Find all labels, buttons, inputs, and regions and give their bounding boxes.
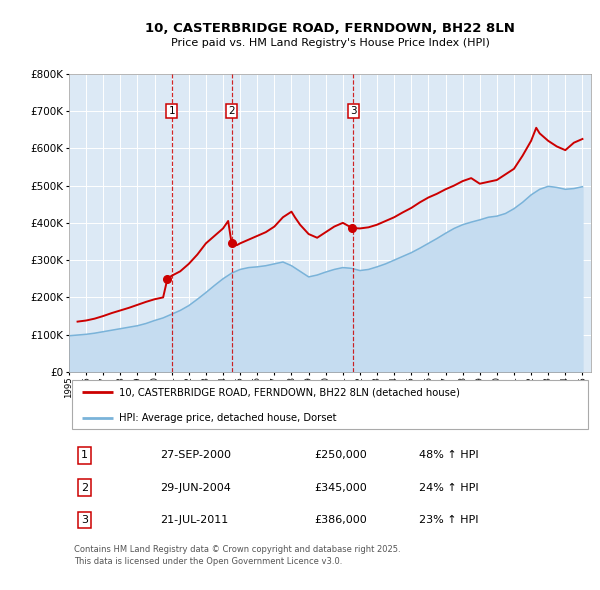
Text: Contains HM Land Registry data © Crown copyright and database right 2025.
This d: Contains HM Land Registry data © Crown c… (74, 545, 401, 566)
Text: 29-JUN-2004: 29-JUN-2004 (160, 483, 231, 493)
Text: 1: 1 (81, 450, 88, 460)
Text: 10, CASTERBRIDGE ROAD, FERNDOWN, BH22 8LN (detached house): 10, CASTERBRIDGE ROAD, FERNDOWN, BH22 8L… (119, 388, 460, 398)
Text: 10, CASTERBRIDGE ROAD, FERNDOWN, BH22 8LN: 10, CASTERBRIDGE ROAD, FERNDOWN, BH22 8L… (145, 22, 515, 35)
Text: £345,000: £345,000 (314, 483, 367, 493)
Text: 21-JUL-2011: 21-JUL-2011 (160, 514, 229, 525)
Text: £250,000: £250,000 (314, 450, 367, 460)
Text: 1: 1 (169, 106, 175, 116)
Text: £386,000: £386,000 (314, 514, 367, 525)
Text: 24% ↑ HPI: 24% ↑ HPI (419, 483, 478, 493)
Text: 3: 3 (81, 514, 88, 525)
Text: 2: 2 (228, 106, 235, 116)
Text: Price paid vs. HM Land Registry's House Price Index (HPI): Price paid vs. HM Land Registry's House … (170, 38, 490, 48)
Text: HPI: Average price, detached house, Dorset: HPI: Average price, detached house, Dors… (119, 413, 336, 423)
Text: 23% ↑ HPI: 23% ↑ HPI (419, 514, 478, 525)
Text: 48% ↑ HPI: 48% ↑ HPI (419, 450, 478, 460)
Text: 3: 3 (350, 106, 356, 116)
Text: 2: 2 (81, 483, 88, 493)
Text: 27-SEP-2000: 27-SEP-2000 (160, 450, 232, 460)
